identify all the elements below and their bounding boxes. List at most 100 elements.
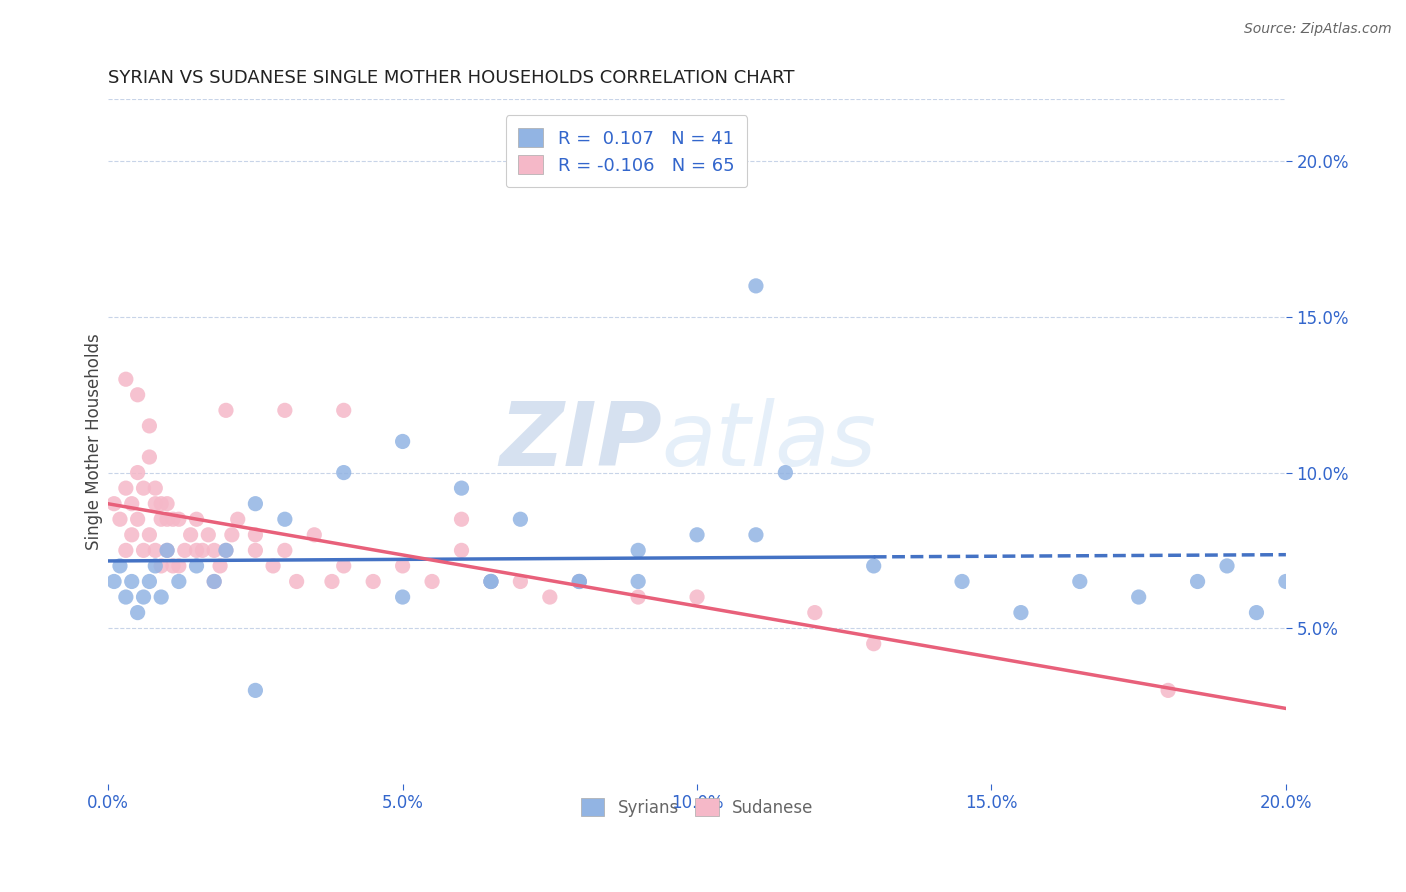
Point <box>245 497 267 511</box>
Point <box>127 466 149 480</box>
Point <box>143 497 166 511</box>
Point <box>215 543 238 558</box>
Point <box>191 543 214 558</box>
Text: Source: ZipAtlas.com: Source: ZipAtlas.com <box>1244 22 1392 37</box>
Point <box>156 543 179 558</box>
Point <box>132 590 155 604</box>
Point <box>479 574 502 589</box>
Point <box>450 512 472 526</box>
Point <box>108 558 131 573</box>
Point <box>332 558 354 573</box>
Point <box>245 543 267 558</box>
Point <box>391 590 413 604</box>
Point <box>775 466 797 480</box>
Point <box>332 466 354 480</box>
Point <box>950 574 973 589</box>
Point <box>509 574 531 589</box>
Point <box>627 543 650 558</box>
Point <box>285 574 308 589</box>
Point <box>167 512 190 526</box>
Point <box>150 512 173 526</box>
Point <box>121 528 143 542</box>
Point <box>627 590 650 604</box>
Point <box>221 528 243 542</box>
Point <box>115 543 138 558</box>
Point <box>745 278 768 293</box>
Point <box>186 543 208 558</box>
Text: atlas: atlas <box>662 399 876 484</box>
Point <box>420 574 443 589</box>
Point <box>274 543 297 558</box>
Legend: Syrians, Sudanese: Syrians, Sudanese <box>574 791 820 823</box>
Point <box>132 481 155 495</box>
Point <box>202 574 225 589</box>
Point <box>1275 574 1298 589</box>
Point <box>202 574 225 589</box>
Point <box>274 512 297 526</box>
Point <box>568 574 591 589</box>
Point <box>167 558 190 573</box>
Point <box>862 637 884 651</box>
Point <box>115 590 138 604</box>
Point <box>156 497 179 511</box>
Point <box>197 528 219 542</box>
Point <box>1128 590 1150 604</box>
Point <box>391 434 413 449</box>
Point <box>1069 574 1091 589</box>
Point <box>686 528 709 542</box>
Point <box>450 543 472 558</box>
Point <box>138 418 160 433</box>
Point <box>450 481 472 495</box>
Point <box>862 558 884 573</box>
Point <box>804 606 827 620</box>
Point <box>138 574 160 589</box>
Point <box>115 481 138 495</box>
Point <box>202 543 225 558</box>
Point <box>568 574 591 589</box>
Point <box>156 543 179 558</box>
Point <box>173 543 195 558</box>
Point <box>1157 683 1180 698</box>
Point <box>332 403 354 417</box>
Point <box>686 590 709 604</box>
Point <box>150 497 173 511</box>
Point <box>745 528 768 542</box>
Point <box>156 512 179 526</box>
Point <box>538 590 561 604</box>
Point <box>274 403 297 417</box>
Point <box>127 512 149 526</box>
Point <box>568 574 591 589</box>
Point <box>245 683 267 698</box>
Point <box>143 558 166 573</box>
Point <box>162 558 184 573</box>
Point <box>1216 558 1239 573</box>
Point <box>304 528 326 542</box>
Point <box>121 574 143 589</box>
Point <box>121 497 143 511</box>
Point <box>186 512 208 526</box>
Point <box>1246 606 1268 620</box>
Text: SYRIAN VS SUDANESE SINGLE MOTHER HOUSEHOLDS CORRELATION CHART: SYRIAN VS SUDANESE SINGLE MOTHER HOUSEHO… <box>108 69 794 87</box>
Point <box>479 574 502 589</box>
Point <box>1010 606 1032 620</box>
Point <box>479 574 502 589</box>
Point <box>143 481 166 495</box>
Point <box>127 388 149 402</box>
Point <box>1187 574 1209 589</box>
Point <box>150 558 173 573</box>
Y-axis label: Single Mother Households: Single Mother Households <box>86 333 103 549</box>
Point <box>132 543 155 558</box>
Point <box>627 574 650 589</box>
Text: ZIP: ZIP <box>499 398 662 485</box>
Point <box>167 574 190 589</box>
Point <box>186 558 208 573</box>
Point <box>361 574 384 589</box>
Point <box>108 512 131 526</box>
Point <box>103 497 125 511</box>
Point <box>321 574 343 589</box>
Point <box>143 543 166 558</box>
Point <box>215 543 238 558</box>
Point <box>209 558 232 573</box>
Point <box>150 590 173 604</box>
Point <box>138 450 160 464</box>
